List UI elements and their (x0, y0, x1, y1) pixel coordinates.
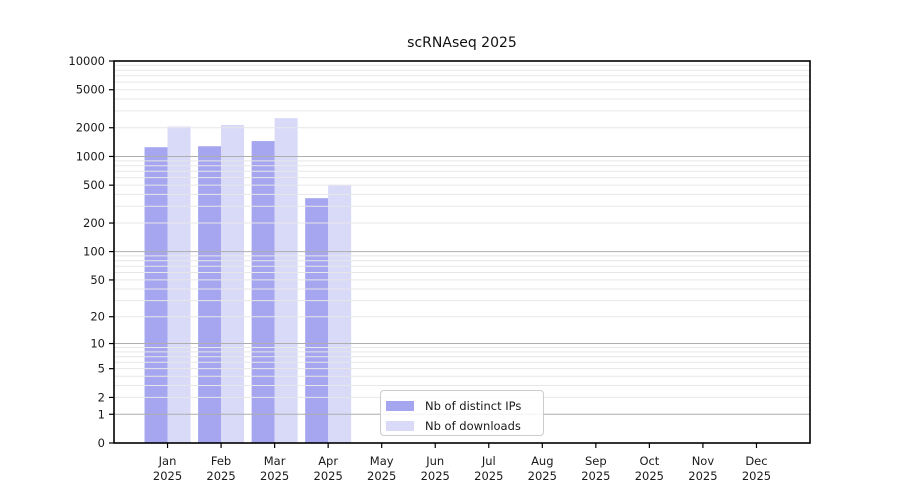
y-tick-label: 50 (90, 273, 105, 287)
x-tick-label-year: 2025 (635, 469, 664, 483)
y-tick-label: 1 (98, 407, 105, 421)
y-tick-label: 500 (83, 178, 105, 192)
y-tick-label: 10 (90, 337, 105, 351)
bar-distinct-ips-feb (198, 146, 222, 443)
x-tick-label-month: Jan (158, 454, 177, 468)
x-tick-label-year: 2025 (367, 469, 396, 483)
x-tick-label-year: 2025 (260, 469, 289, 483)
x-tick-label-month: Aug (531, 454, 553, 468)
x-tick-label-year: 2025 (421, 469, 450, 483)
legend-swatch-downloads (386, 421, 414, 431)
legend-swatch-distinct-ips (386, 401, 414, 411)
x-tick-label-month: May (370, 454, 394, 468)
legend-item-distinct-ips: Nb of distinct IPs (386, 396, 537, 416)
x-tick-label-month: Jul (481, 454, 496, 468)
x-tick-label-month: Nov (692, 454, 715, 468)
bar-downloads-mar (274, 118, 298, 443)
legend: Nb of distinct IPs Nb of downloads (380, 390, 544, 436)
x-tick-label-year: 2025 (742, 469, 771, 483)
legend-item-downloads: Nb of downloads (386, 416, 537, 436)
y-tick-label: 2 (98, 390, 105, 404)
legend-label-distinct-ips: Nb of distinct IPs (425, 399, 522, 413)
x-tick-label-month: Mar (264, 454, 286, 468)
y-tick-label: 1000 (76, 149, 105, 163)
bar-distinct-ips-apr (305, 198, 329, 443)
x-tick-label-year: 2025 (206, 469, 235, 483)
y-tick-label: 0 (98, 436, 105, 450)
x-tick-label-month: Oct (639, 454, 659, 468)
y-tick-label: 200 (83, 216, 105, 230)
x-tick-label-year: 2025 (153, 469, 182, 483)
legend-label-downloads: Nb of downloads (425, 419, 521, 433)
bar-downloads-jan (167, 126, 191, 444)
y-tick-label: 20 (90, 310, 105, 324)
y-tick-label: 5 (98, 362, 105, 376)
x-tick-label-month: Apr (318, 454, 338, 468)
bar-downloads-feb (221, 124, 245, 443)
bar-downloads-apr (328, 184, 352, 444)
chart-title: scRNAseq 2025 (407, 35, 517, 51)
bar-distinct-ips-mar (251, 141, 275, 444)
y-tick-label: 10000 (68, 54, 105, 68)
y-tick-label: 2000 (76, 121, 105, 135)
x-tick-label-year: 2025 (314, 469, 343, 483)
bar-distinct-ips-jan (144, 147, 168, 443)
x-tick-label-month: Dec (745, 454, 767, 468)
x-tick-label-year: 2025 (474, 469, 503, 483)
x-tick-label-year: 2025 (581, 469, 610, 483)
x-tick-label-month: Feb (211, 454, 231, 468)
x-tick-label-month: Sep (585, 454, 607, 468)
x-tick-label-month: Jun (425, 454, 444, 468)
x-tick-label-year: 2025 (528, 469, 557, 483)
x-tick-label-year: 2025 (688, 469, 717, 483)
y-tick-label: 5000 (76, 83, 105, 97)
y-tick-label: 100 (83, 245, 105, 259)
